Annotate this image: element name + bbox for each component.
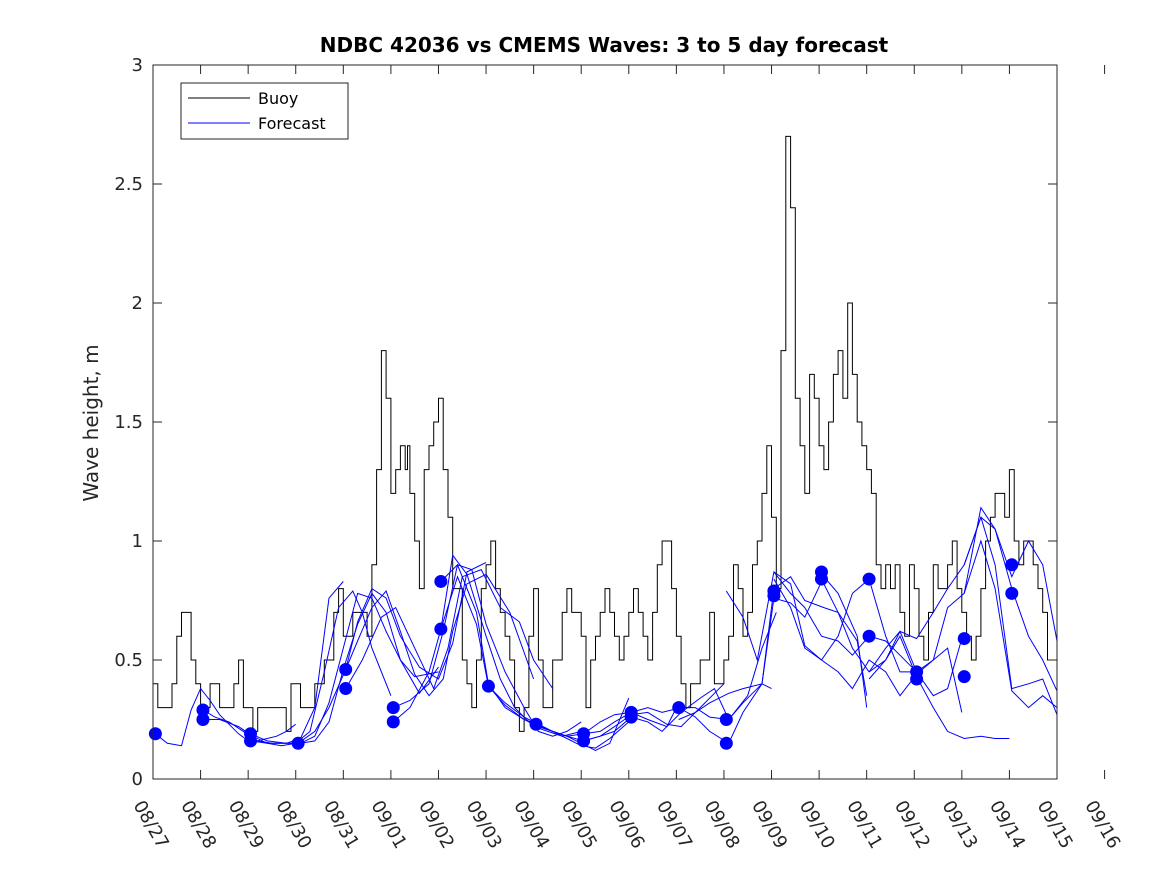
forecast-line-14	[535, 683, 725, 742]
forecast-markers	[148, 558, 1019, 750]
y-axis-label: Wave height, m	[79, 344, 103, 501]
forecast-marker	[862, 572, 876, 586]
forecast-marker	[957, 632, 971, 646]
forecast-marker	[1005, 586, 1019, 600]
forecast-marker	[624, 710, 638, 724]
forecast-marker	[529, 717, 543, 731]
chart-title: NDBC 42036 vs CMEMS Waves: 3 to 5 day fo…	[320, 33, 889, 57]
forecast-marker	[196, 703, 210, 717]
forecast-marker	[339, 682, 353, 696]
y-tick-label: 1	[132, 531, 143, 552]
forecast-marker	[339, 663, 353, 677]
forecast-marker	[434, 574, 448, 588]
forecast-marker	[1005, 558, 1019, 572]
forecast-line-8	[345, 568, 554, 690]
plot-area: 00.511.522.53 08/27 08/28 08/29 08/30 08/31 0…	[114, 55, 1124, 852]
legend-forecast-label: Forecast	[258, 114, 326, 133]
legend-box	[180, 82, 349, 140]
forecast-marker	[386, 701, 400, 715]
forecast-marker	[814, 572, 828, 586]
forecast-marker	[957, 670, 971, 684]
forecast-line-3	[203, 590, 392, 747]
forecast-line-10	[392, 554, 582, 737]
y-tick-label: 1.5	[114, 412, 143, 433]
plot-background	[153, 65, 1057, 779]
y-tick-label: 2	[132, 293, 143, 314]
forecast-marker	[434, 622, 448, 636]
legend: Buoy Forecast	[180, 82, 349, 140]
forecast-marker	[148, 727, 162, 741]
forecast-line-6	[297, 561, 487, 744]
y-tick-label: 2.5	[114, 174, 143, 195]
forecast-marker	[719, 713, 733, 726]
forecast-marker	[244, 734, 258, 748]
forecast-marker	[196, 713, 210, 726]
forecast-marker	[719, 736, 733, 750]
y-tick-label: 0	[132, 769, 143, 790]
forecast-line-9	[393, 564, 582, 737]
forecast-marker	[291, 736, 305, 750]
forecast-marker	[767, 589, 781, 603]
y-tick-label: 3	[132, 55, 143, 76]
forecast-marker	[672, 701, 686, 715]
forecast-marker	[862, 629, 876, 643]
forecast-marker	[481, 679, 495, 693]
forecast-marker	[577, 734, 591, 748]
y-tick-label: 0.5	[114, 650, 143, 671]
forecast-marker	[386, 715, 400, 729]
forecast-marker	[910, 672, 924, 686]
y-axis: 0 0.5 1 1.5 2 2.5 3	[114, 55, 1057, 790]
forecast-line-7	[345, 573, 535, 697]
legend-buoy-label: Buoy	[258, 89, 298, 108]
forecast-line-26	[963, 539, 1058, 709]
forecast-line-1	[155, 687, 296, 747]
